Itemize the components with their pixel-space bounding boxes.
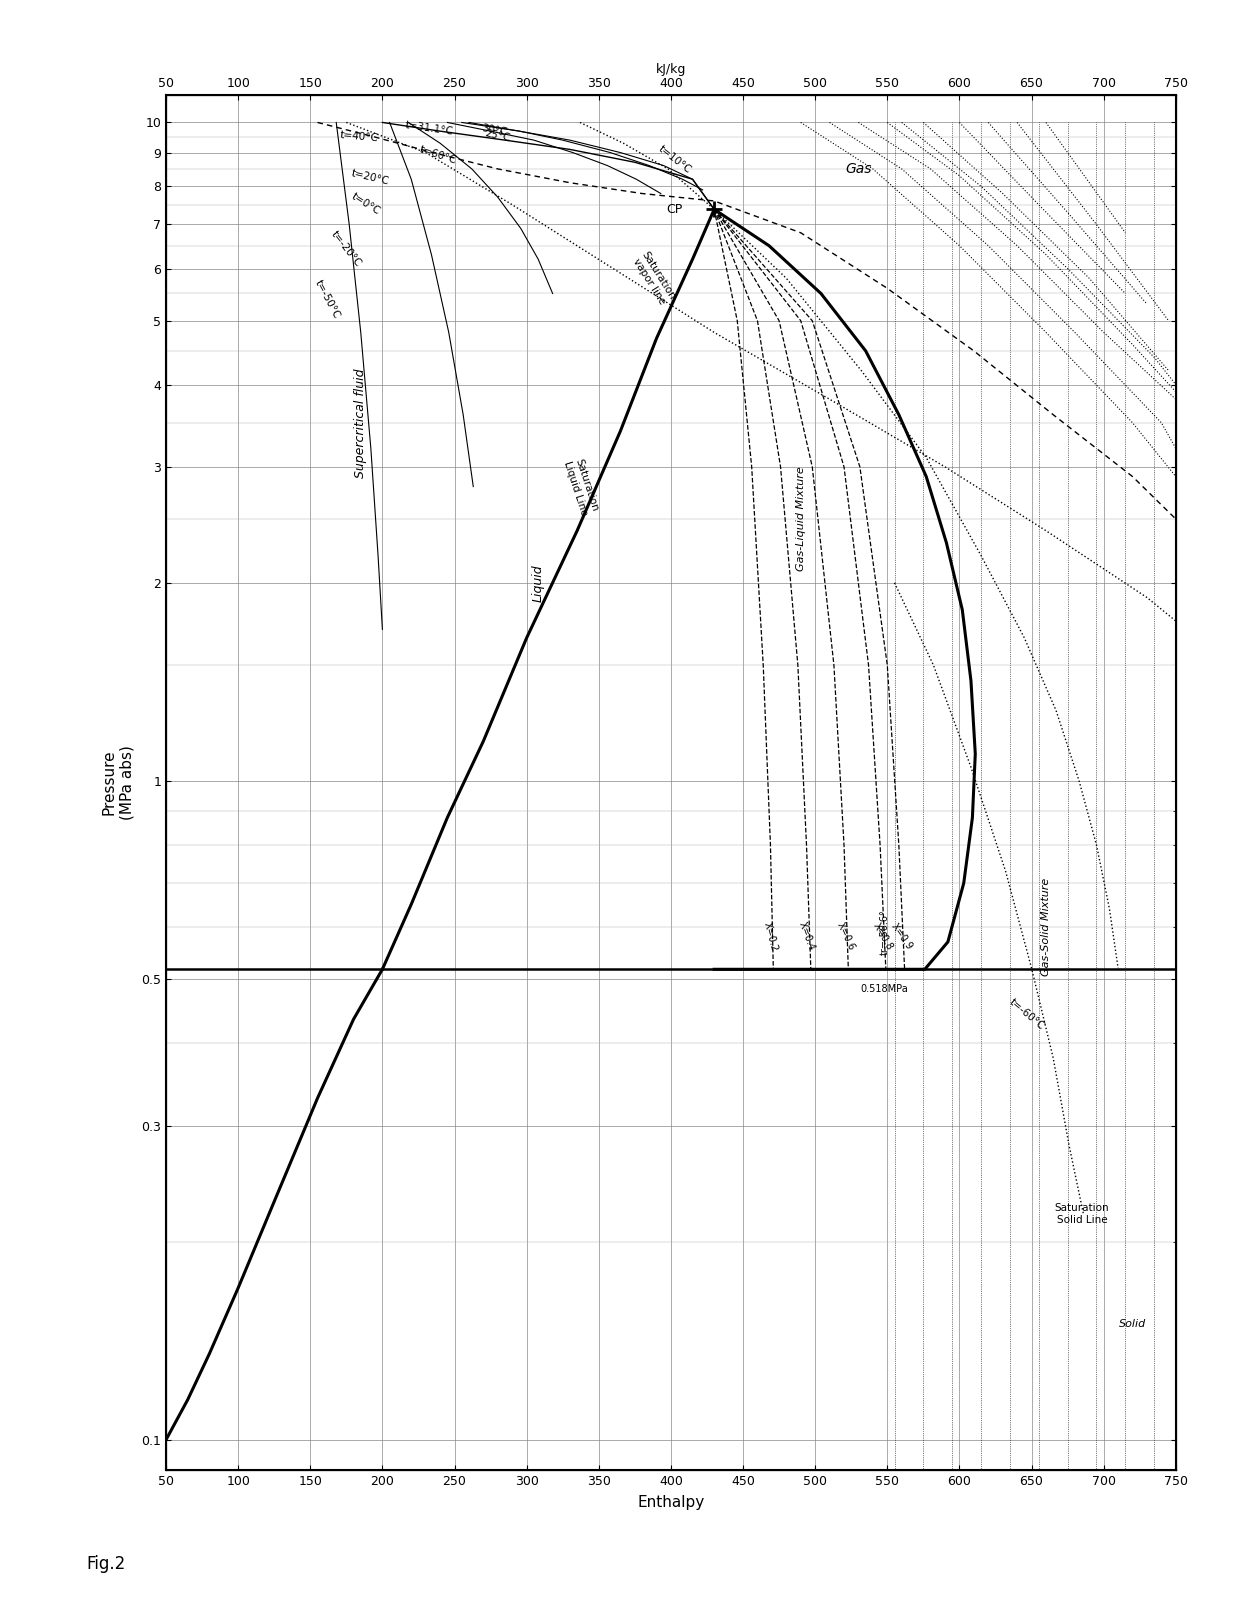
- Text: t=-20°C: t=-20°C: [329, 230, 363, 268]
- Text: Gas-Liquid Mixture: Gas-Liquid Mixture: [796, 467, 806, 571]
- Text: X=0.6: X=0.6: [835, 921, 857, 952]
- Text: 25°C: 25°C: [484, 128, 511, 143]
- Text: 0.518MPa: 0.518MPa: [861, 984, 908, 993]
- Text: t=-50°C: t=-50°C: [314, 279, 342, 321]
- Text: Gas: Gas: [846, 162, 872, 177]
- Text: 30°C: 30°C: [480, 124, 507, 136]
- X-axis label: kJ/kg: kJ/kg: [656, 63, 686, 75]
- Text: t=0°C: t=0°C: [350, 191, 382, 217]
- Y-axis label: Pressure
(MPa abs): Pressure (MPa abs): [102, 745, 134, 820]
- X-axis label: Enthalpy: Enthalpy: [637, 1494, 704, 1510]
- Text: Solid: Solid: [1118, 1319, 1146, 1329]
- Text: X=0.4: X=0.4: [796, 921, 816, 952]
- Text: CP: CP: [666, 202, 682, 215]
- Text: t=-60°C: t=-60°C: [1007, 997, 1045, 1032]
- Text: X=0.8: X=0.8: [872, 921, 895, 952]
- Text: t=40°C: t=40°C: [339, 130, 378, 143]
- Text: tr=-56.6°: tr=-56.6°: [879, 910, 889, 955]
- Text: X=0.9: X=0.9: [889, 921, 914, 952]
- Text: t=31.1°C: t=31.1°C: [404, 120, 454, 136]
- Text: t=10°C: t=10°C: [656, 144, 693, 175]
- Text: Gas-Solid Mixture: Gas-Solid Mixture: [1040, 878, 1052, 976]
- Text: X=0.2: X=0.2: [761, 920, 779, 952]
- Text: t=20°C: t=20°C: [351, 169, 391, 186]
- Text: t=60°C: t=60°C: [418, 144, 459, 165]
- Text: Saturation
Solid Line: Saturation Solid Line: [1055, 1204, 1110, 1225]
- Text: Liquid: Liquid: [532, 563, 544, 602]
- Text: Saturation
Liquid Line: Saturation Liquid Line: [563, 456, 600, 517]
- Text: Supercritical fluid: Supercritical fluid: [355, 368, 367, 478]
- Text: Saturation
vapor line: Saturation vapor line: [630, 249, 677, 307]
- Text: Fig.2: Fig.2: [87, 1555, 126, 1573]
